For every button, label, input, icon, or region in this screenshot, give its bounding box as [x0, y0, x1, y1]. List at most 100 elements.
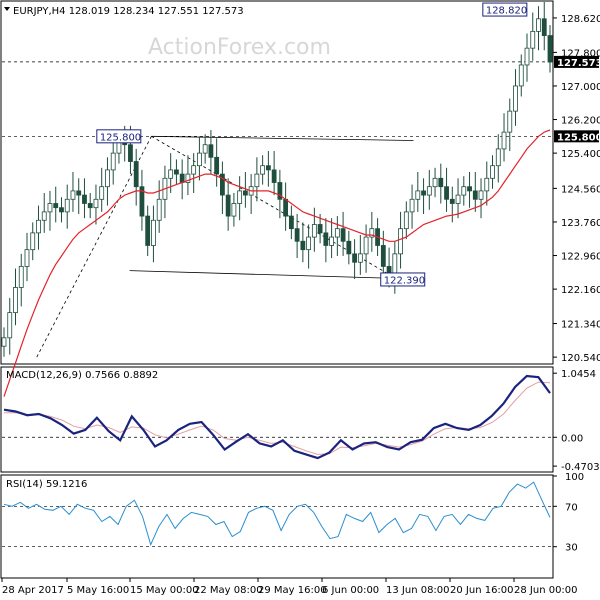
price-candle-body — [426, 186, 432, 196]
price-tick-label: 127.800 — [561, 48, 600, 59]
price-candle-body — [82, 194, 87, 204]
price-candle-body — [392, 253, 398, 276]
price-candle-body — [277, 182, 283, 200]
moving-average-line — [3, 129, 551, 397]
price-candle-body — [128, 144, 133, 162]
current-price-box — [554, 55, 599, 68]
price-candle-body — [536, 18, 541, 32]
price-candle-body — [214, 156, 220, 175]
price-candle-body — [139, 186, 145, 217]
x-tick-label: 5 May 16:00 — [67, 585, 129, 596]
price-candle-body — [288, 215, 294, 230]
x-tick-label: 29 May 16:00 — [258, 585, 327, 596]
price-candle-body — [13, 287, 18, 314]
dropdown-triangle-icon[interactable] — [4, 7, 10, 11]
price-candle-body — [185, 173, 191, 183]
chart-header: EURJPY,H4 128.019 128.234 127.551 127.57… — [4, 6, 244, 17]
price-tick-label: 127.000 — [561, 82, 600, 93]
price-candle-body — [541, 18, 547, 36]
price-candle-body — [311, 224, 317, 238]
level-price-label: 125.800 — [557, 132, 600, 143]
price-candle-body — [357, 253, 363, 263]
price-tick-label: 123.760 — [561, 218, 600, 229]
price-candle-body — [346, 240, 352, 255]
price-tick-label: 124.560 — [561, 184, 600, 195]
price-candle-body — [271, 169, 277, 183]
x-tick-label: 13 Jun 08:00 — [386, 585, 450, 596]
price-candle-body — [24, 249, 30, 267]
rsi-line — [3, 481, 551, 547]
macd-tick-label: 1.0454 — [561, 369, 596, 380]
price-y-axis: 128.620 127.800 127.000 126.200 125.400 124.5… — [552, 2, 600, 364]
price-candle-body — [363, 236, 369, 255]
macd-panel-frame — [0, 366, 554, 473]
price-candle-body — [30, 232, 36, 251]
price-candle-body — [409, 198, 415, 213]
price-candle-body — [490, 165, 495, 179]
price-candle-body — [518, 64, 524, 87]
macd-tick-label: 0.00 — [561, 433, 583, 444]
price-candle-body — [242, 190, 248, 196]
price-candle-body — [59, 207, 64, 213]
price-candle-body — [369, 228, 375, 238]
x-tick-label: 15 May 00:00 — [130, 585, 199, 596]
price-candle-body — [53, 203, 59, 209]
price-candle-body — [398, 228, 403, 255]
price-candle-body — [495, 148, 501, 167]
price-annotation-box — [380, 272, 426, 287]
price-candle-body — [300, 240, 306, 251]
price-candle-body — [294, 228, 300, 242]
price-candle-body — [283, 198, 289, 217]
level-price-box — [554, 130, 599, 143]
price-candle-body — [133, 161, 139, 188]
price-candle-body — [237, 190, 243, 204]
price-candle-body — [444, 186, 449, 200]
price-candle-body — [145, 215, 151, 246]
price-candle-body — [219, 173, 225, 196]
price-panel-frame — [0, 0, 554, 365]
price-tick-label: 122.960 — [561, 252, 600, 263]
price-candle-body — [174, 169, 179, 175]
price-candle-body — [1, 337, 7, 347]
price-candle-body — [105, 169, 110, 188]
price-annotations: 128.820 125.800 122.390 — [96, 2, 528, 287]
price-candle-body — [432, 177, 438, 188]
macd-title: MACD(12,26,9) 0.7566 0.8892 — [6, 370, 158, 381]
price-annotation-label: 122.390 — [384, 275, 425, 286]
price-candle-body — [472, 190, 478, 200]
price-candle-body — [415, 190, 421, 200]
x-tick-label: 28 Jun 00:00 — [514, 585, 578, 596]
price-candle-body — [225, 194, 231, 217]
price-candle-body — [260, 165, 266, 175]
price-tick-label: 122.160 — [561, 285, 600, 296]
price-tick-label: 128.620 — [561, 14, 600, 25]
price-candle-body — [18, 266, 24, 288]
price-candle-body — [449, 198, 455, 204]
price-candle-body — [530, 30, 536, 49]
price-candle-body — [265, 165, 271, 171]
price-candle-body — [110, 152, 116, 171]
price-tick-label: 120.540 — [561, 353, 600, 364]
price-annotation-box — [96, 129, 142, 144]
price-candle-body — [317, 224, 323, 234]
rsi-tick-label: 100 — [565, 472, 584, 483]
price-candles — [1, 2, 553, 357]
price-candle-body — [340, 228, 346, 242]
price-candle-body — [231, 203, 237, 217]
price-tick-label: 126.200 — [561, 116, 600, 127]
price-candle-body — [93, 198, 99, 209]
price-candle-body — [306, 236, 312, 251]
rsi-y-axis: 100 70 30 — [2, 472, 584, 577]
price-tick-label: 125.400 — [561, 149, 600, 160]
price-candle-body — [501, 131, 507, 150]
price-candle-body — [7, 312, 13, 339]
price-candle-body — [323, 232, 329, 246]
price-candle-body — [64, 198, 70, 213]
x-tick-label: 6 Jun 00:00 — [322, 585, 379, 596]
price-candle-body — [438, 177, 444, 188]
price-candle-body — [507, 110, 513, 133]
x-tick-label: 28 Apr 2017 — [2, 585, 64, 596]
price-candle-body — [421, 190, 426, 196]
x-tick-label: 22 May 08:00 — [194, 585, 263, 596]
